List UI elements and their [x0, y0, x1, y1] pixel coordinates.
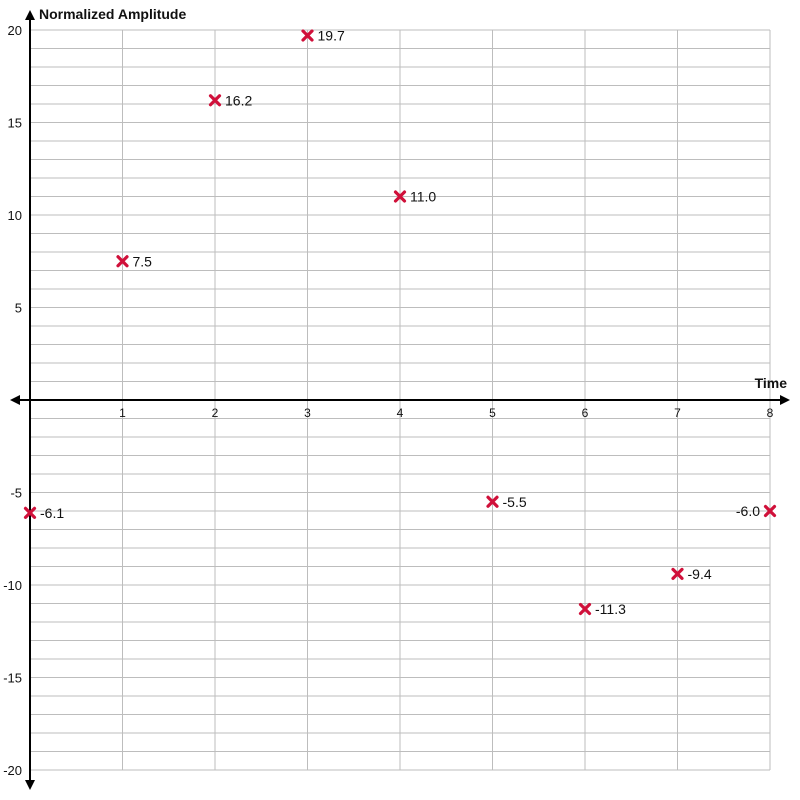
y-tick-label: -5	[10, 486, 22, 501]
x-marker	[116, 255, 129, 268]
x-marker	[393, 190, 407, 203]
y-axis-bottom-arrow	[25, 780, 35, 790]
data-point: -6.0	[736, 503, 777, 519]
y-axis-top-arrow	[25, 10, 35, 20]
data-label: -6.0	[736, 503, 760, 519]
x-marker	[208, 94, 222, 107]
data-label: -6.1	[40, 505, 64, 521]
x-tick-label: 7	[674, 406, 681, 420]
data-point: -9.4	[671, 566, 712, 582]
x-marker	[486, 495, 499, 508]
data-label: 7.5	[133, 253, 153, 269]
tick-labels: 1 2 3 4 5 6 7 8 20 15 10 5 -5 -10 -15 -20	[3, 23, 773, 778]
data-points: -6.1 7.5 16.2 19.7 11.0 -5.5 -11.3 -9.4 -6.0	[23, 28, 777, 617]
y-tick-label: 10	[8, 208, 22, 223]
y-tick-label: 15	[8, 116, 22, 131]
x-tick-label: 3	[304, 406, 311, 420]
y-tick-label: -20	[3, 763, 22, 778]
x-tick-label: 6	[582, 406, 589, 420]
data-label: -9.4	[688, 566, 712, 582]
x-axis-title: Time	[755, 375, 788, 391]
y-tick-label: 20	[8, 23, 22, 38]
data-label: -5.5	[503, 494, 527, 510]
x-axis-left-arrow	[10, 395, 20, 405]
grid	[29, 29, 771, 771]
y-tick-label: 5	[15, 301, 22, 316]
data-label: 19.7	[318, 28, 345, 44]
x-marker	[578, 602, 592, 616]
x-tick-label: 8	[767, 406, 774, 420]
data-point: 19.7	[301, 28, 345, 44]
data-point: 16.2	[208, 92, 252, 108]
y-axis-title: Normalized Amplitude	[39, 6, 186, 22]
data-label: -11.3	[595, 601, 626, 617]
x-tick-label: 1	[119, 406, 126, 420]
x-tick-label: 5	[489, 406, 496, 420]
y-tick-label: -10	[3, 578, 22, 593]
data-label: 11.0	[410, 189, 436, 205]
x-marker	[301, 29, 314, 42]
x-marker	[671, 567, 684, 580]
y-tick-label: -15	[3, 671, 22, 686]
data-point: -5.5	[486, 494, 527, 510]
data-point: -6.1	[23, 505, 64, 521]
x-tick-label: 4	[397, 406, 404, 420]
data-label: 16.2	[225, 92, 252, 108]
x-axis-right-arrow	[780, 395, 790, 405]
x-marker	[23, 506, 37, 519]
axes	[10, 10, 790, 790]
x-tick-label: 2	[212, 406, 219, 420]
x-marker	[763, 504, 777, 518]
data-point: 11.0	[393, 189, 436, 205]
data-point: -11.3	[578, 601, 626, 617]
data-point: 7.5	[116, 253, 153, 269]
